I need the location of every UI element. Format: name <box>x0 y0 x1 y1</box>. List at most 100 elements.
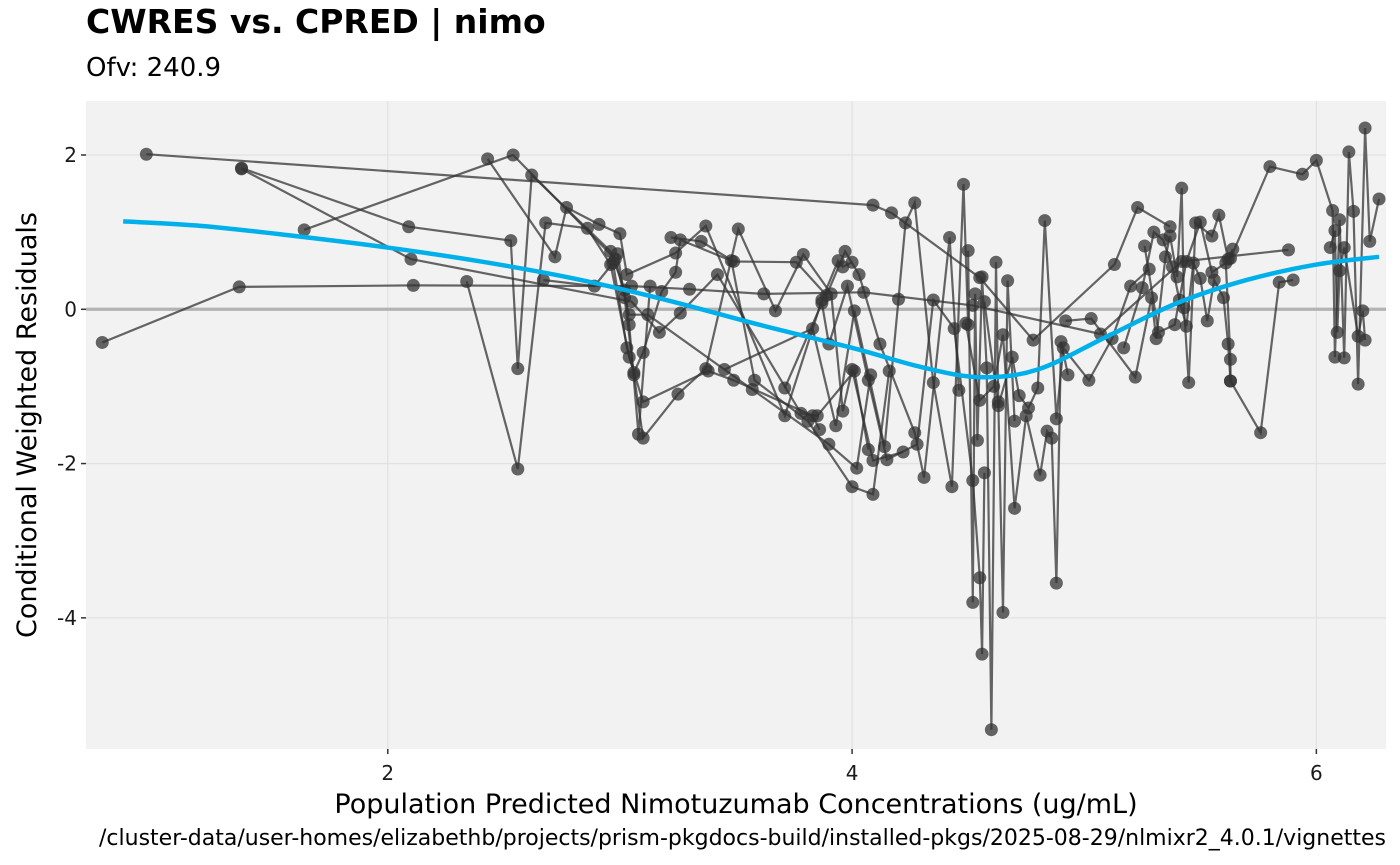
series-subject-13 <box>961 244 1022 737</box>
chart-caption: /cluster-data/user-homes/elizabethb/proj… <box>99 826 1386 851</box>
data-point <box>1282 243 1295 257</box>
data-point <box>1135 281 1149 295</box>
data-point <box>1165 260 1179 274</box>
data-point <box>1193 215 1207 229</box>
data-point <box>611 247 625 261</box>
data-point <box>1008 501 1022 515</box>
data-point <box>1363 234 1377 248</box>
data-point <box>1056 341 1070 355</box>
data-point <box>845 362 859 376</box>
x-axis: 2 4 6 <box>381 749 1323 785</box>
data-point <box>1145 291 1159 305</box>
data-point <box>768 304 782 318</box>
data-point <box>1179 319 1193 333</box>
data-point <box>829 419 843 433</box>
data-point <box>406 278 420 292</box>
data-point <box>504 234 518 248</box>
series-line <box>723 184 970 487</box>
data-point <box>1182 376 1196 390</box>
data-point <box>908 196 922 210</box>
data-point <box>710 268 724 282</box>
data-point <box>548 250 562 264</box>
data-point <box>1212 208 1226 222</box>
data-point <box>671 387 685 401</box>
data-point <box>959 316 973 330</box>
data-point <box>852 268 866 282</box>
data-point <box>966 595 980 609</box>
data-point <box>402 220 416 234</box>
data-point <box>1351 377 1365 391</box>
data-point <box>1005 350 1019 364</box>
series-subject-10 <box>664 231 966 484</box>
data-point <box>1333 213 1347 227</box>
data-point <box>1342 145 1356 159</box>
data-point <box>694 234 708 248</box>
data-point <box>973 393 987 407</box>
data-point <box>727 254 741 268</box>
data-point <box>1263 160 1277 174</box>
data-point <box>1008 414 1022 428</box>
data-point <box>1223 251 1237 265</box>
x-tick-label: 6 <box>1310 761 1323 785</box>
data-point <box>297 223 311 237</box>
y-axis: 2 0 -2 -4 <box>57 143 86 630</box>
data-point <box>511 462 525 476</box>
data-point <box>1193 271 1207 285</box>
data-point <box>1205 229 1219 243</box>
data-point <box>139 147 153 161</box>
series-subject-15 <box>977 214 1156 426</box>
data-point <box>991 399 1005 413</box>
data-point <box>1205 265 1219 279</box>
data-point <box>910 437 924 451</box>
data-point <box>506 148 520 162</box>
data-point <box>748 373 762 387</box>
data-point <box>947 322 961 336</box>
data-point <box>1272 275 1286 289</box>
data-point <box>975 647 989 661</box>
data-point <box>1049 576 1063 590</box>
data-point <box>926 376 940 390</box>
data-point <box>699 362 713 376</box>
data-point <box>1082 373 1096 387</box>
data-point <box>580 221 594 235</box>
data-point <box>613 227 627 241</box>
data-point <box>943 231 957 245</box>
data-point <box>1221 337 1235 351</box>
data-point <box>866 453 880 467</box>
data-point <box>1031 381 1045 395</box>
data-point <box>1200 314 1214 328</box>
data-point <box>1175 181 1189 195</box>
data-point <box>1358 121 1372 135</box>
data-point <box>536 273 550 287</box>
data-point <box>481 152 495 166</box>
x-tick-label: 4 <box>846 761 859 785</box>
data-point <box>1326 204 1340 218</box>
data-point <box>1059 314 1073 328</box>
data-point <box>989 255 1003 269</box>
y-tick-label: 0 <box>64 297 77 321</box>
data-point <box>968 287 982 301</box>
data-point <box>980 361 994 375</box>
data-point <box>636 345 650 359</box>
data-point <box>815 296 829 310</box>
data-point <box>1124 279 1138 293</box>
data-point <box>643 279 657 293</box>
data-point <box>970 433 984 447</box>
data-point <box>973 571 987 585</box>
data-point <box>1254 426 1268 440</box>
series-subject-7 <box>481 152 859 423</box>
data-point <box>539 216 553 230</box>
data-point <box>1347 204 1360 218</box>
data-point <box>1138 239 1152 253</box>
data-point <box>1045 431 1059 445</box>
data-point <box>873 337 887 351</box>
y-axis-title: Conditional Weighted Residuals <box>12 212 43 638</box>
y-tick-label: -2 <box>57 452 77 476</box>
data-point <box>880 453 894 467</box>
data-point <box>917 470 931 484</box>
data-point <box>1107 258 1121 272</box>
data-point <box>655 285 669 299</box>
data-point <box>1333 264 1347 278</box>
data-point <box>1337 351 1351 365</box>
data-point <box>987 379 1001 393</box>
